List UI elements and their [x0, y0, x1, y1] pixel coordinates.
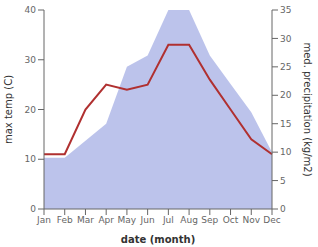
svg-text:0: 0	[280, 204, 286, 214]
svg-text:30: 30	[25, 55, 37, 65]
svg-text:20: 20	[25, 105, 37, 115]
svg-text:Jun: Jun	[140, 215, 155, 225]
svg-text:40: 40	[25, 5, 37, 15]
svg-text:35: 35	[280, 5, 291, 15]
svg-text:20: 20	[280, 90, 292, 100]
svg-text:30: 30	[280, 34, 292, 44]
svg-text:Jan: Jan	[36, 215, 51, 225]
svg-text:Oct: Oct	[223, 215, 239, 225]
svg-text:Sep: Sep	[201, 215, 218, 225]
svg-text:0: 0	[30, 204, 36, 214]
svg-text:Mar: Mar	[77, 215, 94, 225]
svg-text:May: May	[118, 215, 137, 225]
svg-text:10: 10	[25, 154, 37, 164]
svg-text:25: 25	[280, 62, 291, 72]
svg-text:med. precipitation (kg/m2): med. precipitation (kg/m2)	[302, 42, 310, 176]
svg-text:15: 15	[280, 119, 291, 129]
svg-text:Jul: Jul	[162, 215, 174, 225]
svg-text:Nov: Nov	[242, 215, 260, 225]
svg-text:max temp (C): max temp (C)	[8, 75, 14, 144]
svg-text:date (month): date (month)	[121, 234, 195, 245]
svg-text:5: 5	[280, 176, 286, 186]
svg-text:10: 10	[280, 147, 292, 157]
svg-text:Apr: Apr	[98, 215, 114, 225]
svg-text:Aug: Aug	[180, 215, 198, 225]
svg-text:Feb: Feb	[57, 215, 73, 225]
svg-text:Dec: Dec	[263, 215, 280, 225]
